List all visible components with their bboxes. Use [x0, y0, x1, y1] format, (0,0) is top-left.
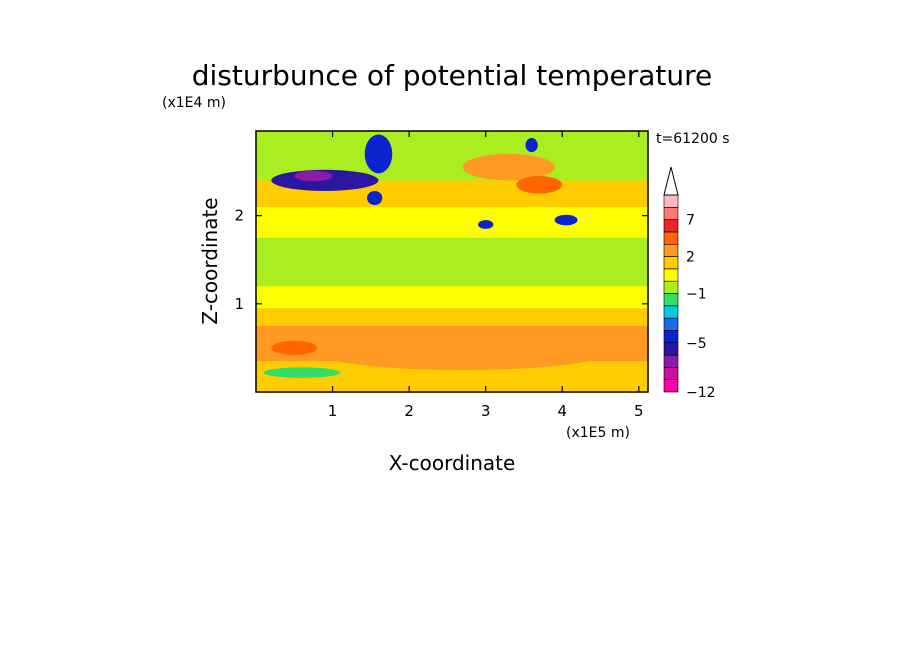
colorbar-swatch	[663, 268, 679, 282]
colorbar-swatch	[663, 330, 679, 344]
x-axis-unit: (x1E5 m)	[566, 425, 630, 441]
colorbar-label: −1	[686, 287, 707, 303]
colorbar-swatch	[663, 243, 679, 257]
temperature-field	[256, 131, 648, 392]
colorbar: 7 2 −1 −5 −12	[663, 166, 716, 401]
colorbar-swatch	[663, 379, 679, 393]
field-layer-3	[256, 286, 648, 309]
y-tick-label: 2	[234, 207, 244, 225]
chart-title: disturbunce of potential temperature	[192, 59, 713, 92]
field-feature-9	[271, 340, 318, 355]
colorbar-swatch	[663, 231, 679, 245]
field-feature-7	[263, 367, 341, 378]
field-feature-8	[317, 334, 609, 370]
field-feature-2	[364, 134, 393, 174]
x-tick-label: 5	[634, 402, 644, 420]
colorbar-swatch	[663, 342, 679, 356]
x-tick-label: 4	[557, 402, 567, 420]
time-label: t=61200 s	[656, 131, 730, 147]
field-layer-5	[256, 237, 648, 265]
colorbar-swatch	[663, 305, 679, 319]
field-feature-6	[478, 220, 494, 229]
colorbar-label: −12	[686, 385, 716, 401]
colorbar-swatch	[663, 219, 679, 233]
colorbar-swatch	[663, 256, 679, 270]
field-feature-1	[294, 170, 333, 182]
field-feature-3	[367, 190, 383, 206]
colorbar-swatch	[663, 280, 679, 294]
colorbar-label: −5	[686, 336, 707, 352]
colorbar-swatch	[663, 367, 679, 380]
colorbar-label: 7	[686, 213, 695, 229]
colorbar-swatch	[663, 207, 679, 220]
x-tick-label: 1	[328, 402, 338, 420]
x-tick-label: 3	[481, 402, 491, 420]
y-tick-label: 1	[234, 295, 244, 313]
colorbar-swatch	[663, 317, 679, 331]
colorbar-swatch	[663, 194, 679, 208]
field-feature-11	[516, 175, 563, 194]
y-axis-label: Z-coordinate	[198, 197, 222, 324]
x-tick-label: 2	[404, 402, 414, 420]
field-feature-10	[462, 153, 555, 181]
axes: 1 2 3 4 5 1 2	[234, 131, 648, 420]
field-layer-4	[256, 264, 648, 287]
colorbar-swatch	[663, 354, 679, 368]
x-axis-label: X-coordinate	[389, 451, 516, 475]
field-feature-4	[525, 138, 538, 153]
field-layer-6	[256, 206, 648, 238]
colorbar-label: 2	[686, 250, 695, 266]
field-feature-5	[554, 214, 578, 226]
colorbar-swatch	[663, 293, 679, 307]
y-axis-unit: (x1E4 m)	[162, 95, 226, 111]
plot-frame	[255, 130, 649, 393]
colorbar-overflow-arrow	[663, 166, 679, 196]
field-layer-2	[256, 308, 648, 326]
